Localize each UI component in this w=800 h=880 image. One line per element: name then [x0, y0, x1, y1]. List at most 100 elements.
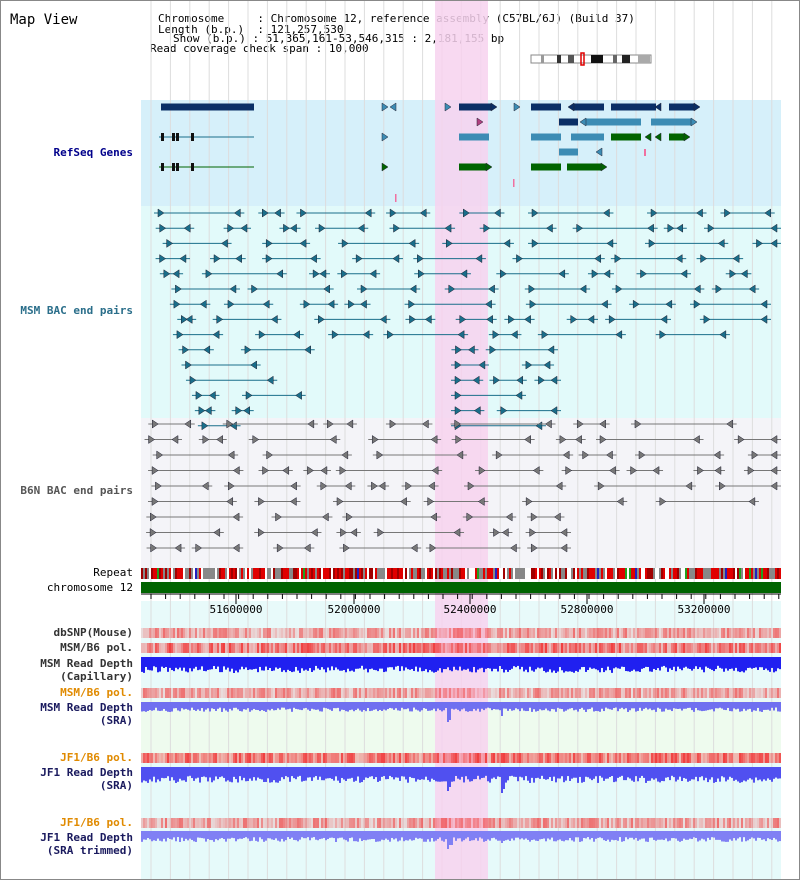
- pol-heat-cell: [143, 818, 145, 828]
- pol-heat-cell: [183, 643, 185, 653]
- depth-bar: [687, 831, 689, 840]
- strand-arrow: [410, 543, 418, 553]
- depth-bar: [765, 831, 767, 842]
- strand-arrow: [550, 406, 558, 416]
- pol-heat-cell: [387, 688, 389, 698]
- depth-bar: [267, 767, 269, 779]
- depth-bar: [527, 657, 529, 673]
- track-label-b6n-bac[interactable]: B6N BAC end pairs: [20, 484, 133, 497]
- depth-bar: [673, 831, 675, 839]
- repeat-segment: [279, 568, 281, 579]
- depth-bar: [337, 831, 339, 839]
- repeat-segment: [185, 568, 187, 579]
- depth-bar: [259, 767, 261, 779]
- repeat-segment: [475, 568, 477, 579]
- pol-heat-cell: [597, 753, 599, 763]
- depth-bar: [701, 657, 703, 670]
- pol-heat-cell: [243, 643, 245, 653]
- pol-heat-cell: [405, 628, 407, 638]
- pol-heat-cell: [505, 643, 507, 653]
- pol-heat-cell: [307, 628, 309, 638]
- strand-arrow: [174, 543, 182, 553]
- pol-heat-cell: [343, 628, 345, 638]
- depth-bar: [281, 767, 283, 778]
- depth-bar: [755, 831, 757, 841]
- depth-bar: [341, 767, 343, 778]
- pol-heat-cell: [263, 818, 265, 828]
- pol-heat-cell: [613, 643, 615, 653]
- pol-heat-cell: [603, 628, 605, 638]
- pol-heat-cell: [315, 628, 317, 638]
- pol-heat-cell: [419, 643, 421, 653]
- pol-heat-cell: [331, 688, 333, 698]
- depth-bar: [271, 702, 273, 709]
- pol-heat-cell: [699, 688, 701, 698]
- pol-heat-cell: [379, 753, 381, 763]
- track-label-msm-depth-sra[interactable]: MSM Read Depth: [40, 701, 133, 714]
- pol-heat-cell: [213, 688, 215, 698]
- pol-heat-cell: [591, 643, 593, 653]
- repeat-segment: [601, 568, 603, 579]
- pol-heat-cell: [513, 753, 515, 763]
- pol-heat-cell: [615, 643, 617, 653]
- pol-heat-cell: [367, 818, 369, 828]
- pol-heat-cell: [279, 628, 281, 638]
- depth-bar: [541, 767, 543, 776]
- depth-bar: [703, 767, 705, 781]
- track-label-jf1-depth-trim[interactable]: JF1 Read Depth: [40, 831, 133, 844]
- pol-heat-cell: [633, 628, 635, 638]
- depth-bar: [773, 831, 775, 838]
- track-label-msm-bac[interactable]: MSM BAC end pairs: [20, 304, 133, 317]
- track-label-msm-b6-pol[interactable]: MSM/B6 pol.: [60, 641, 133, 654]
- pol-heat-cell: [153, 818, 155, 828]
- pol-heat-cell: [445, 643, 447, 653]
- depth-bar: [171, 767, 173, 778]
- depth-bar: [319, 767, 321, 777]
- depth-bar: [659, 767, 661, 783]
- track-label-jf1-b6-pol[interactable]: JF1/B6 pol.: [60, 751, 133, 764]
- depth-bar: [461, 831, 463, 842]
- pol-heat-cell: [295, 753, 297, 763]
- repeat-segment: [779, 568, 781, 579]
- track-label-jf1-b6-pol-trim[interactable]: JF1/B6 pol.: [60, 816, 133, 829]
- pol-heat-cell: [755, 753, 757, 763]
- pol-heat-cell: [735, 688, 737, 698]
- track-label-dbsnp[interactable]: dbSNP(Mouse): [53, 626, 133, 639]
- pol-heat-cell: [403, 753, 405, 763]
- depth-bar: [269, 657, 271, 669]
- depth-bar: [489, 657, 491, 669]
- strand-arrow: [151, 466, 159, 475]
- pol-heat-cell: [503, 643, 505, 653]
- depth-bar: [277, 831, 279, 841]
- track-label-msm-b6-pol-sra[interactable]: MSM/B6 pol.: [60, 686, 133, 699]
- track-label-msm-depth-cap[interactable]: MSM Read Depth: [40, 657, 133, 670]
- repeat-segment: [287, 568, 289, 579]
- depth-bar: [231, 767, 233, 783]
- depth-bar: [275, 767, 277, 783]
- strand-arrow: [212, 330, 220, 340]
- repeat-segment: [191, 568, 193, 579]
- depth-bar: [441, 702, 443, 712]
- pol-heat-cell: [445, 688, 447, 698]
- depth-bar: [461, 767, 463, 777]
- track-label-refseq[interactable]: RefSeq Genes: [53, 146, 133, 159]
- pol-heat-cell: [457, 753, 459, 763]
- pol-heat-cell: [331, 818, 333, 828]
- depth-bar: [567, 831, 569, 841]
- depth-bar: [159, 702, 161, 712]
- strand-arrow: [243, 406, 250, 416]
- depth-bar: [503, 702, 505, 709]
- track-label-jf1-depth-sra[interactable]: JF1 Read Depth: [40, 766, 133, 779]
- pol-heat-cell: [231, 688, 233, 698]
- depth-bar: [237, 767, 239, 783]
- depth-bar: [151, 767, 153, 782]
- repeat-segment: [227, 568, 229, 579]
- pol-heat-cell: [491, 753, 493, 763]
- depth-bar: [657, 702, 659, 708]
- depth-bar: [763, 657, 765, 671]
- pol-heat-cell: [347, 753, 349, 763]
- pol-heat-cell: [661, 818, 663, 828]
- depth-bar: [241, 702, 243, 712]
- depth-bar: [183, 767, 185, 781]
